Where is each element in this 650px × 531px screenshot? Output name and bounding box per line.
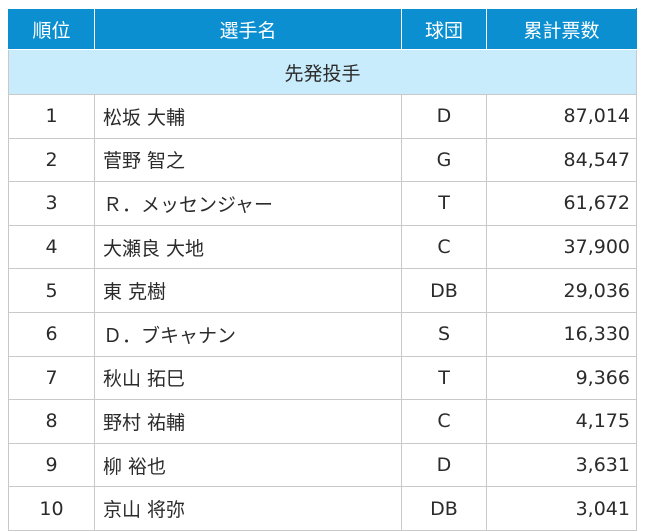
votes-cell: 84,547	[486, 137, 637, 183]
votes-cell: 3,041	[486, 486, 637, 531]
rank-cell: 3	[8, 181, 95, 226]
team-cell: C	[401, 224, 487, 270]
rank-cell: 9	[8, 442, 95, 488]
table-row: 8 野村 祐輔 C 4,175	[8, 399, 637, 444]
player-name-cell: 大瀬良 大地	[94, 224, 402, 270]
table-row: 9 柳 裕也 D 3,631	[8, 442, 637, 488]
section-row: 先発投手	[8, 49, 637, 95]
header-team: 球団	[401, 8, 487, 50]
votes-cell: 9,366	[486, 355, 637, 401]
player-name-cell: 松坂 大輔	[94, 94, 402, 139]
rank-cell: 4	[8, 224, 95, 270]
rank-cell: 8	[8, 399, 95, 444]
team-cell: DB	[401, 268, 487, 313]
votes-cell: 16,330	[486, 311, 637, 357]
header-row: 順位 選手名 球団 累計票数	[8, 8, 637, 50]
team-cell: DB	[401, 486, 487, 531]
rank-cell: 7	[8, 355, 95, 401]
team-cell: T	[401, 355, 487, 401]
player-name-cell: 菅野 智之	[94, 137, 402, 183]
votes-cell: 61,672	[486, 181, 637, 226]
rank-cell: 6	[8, 311, 95, 357]
rank-cell: 10	[8, 486, 95, 531]
vote-ranking-table: 順位 選手名 球団 累計票数 先発投手 1 松坂 大輔 D 87,014 2 菅…	[8, 8, 637, 531]
table-row: 10 京山 将弥 DB 3,041	[8, 486, 637, 531]
team-cell: G	[401, 137, 487, 183]
rank-cell: 5	[8, 268, 95, 313]
table-body: 先発投手 1 松坂 大輔 D 87,014 2 菅野 智之 G 84,547 3…	[8, 49, 637, 531]
table-row: 5 東 克樹 DB 29,036	[8, 268, 637, 313]
player-name-cell: 野村 祐輔	[94, 399, 402, 444]
votes-cell: 3,631	[486, 442, 637, 488]
table-row: 3 Ｒ．メッセンジャー T 61,672	[8, 181, 637, 226]
votes-cell: 87,014	[486, 94, 637, 139]
player-name-cell: Ｄ．ブキャナン	[94, 311, 402, 357]
table-row: 4 大瀬良 大地 C 37,900	[8, 224, 637, 270]
player-name-cell: 秋山 拓巳	[94, 355, 402, 401]
team-cell: S	[401, 311, 487, 357]
section-title: 先発投手	[8, 49, 637, 95]
votes-cell: 29,036	[486, 268, 637, 313]
table-header: 順位 選手名 球団 累計票数	[8, 8, 637, 50]
table-row: 2 菅野 智之 G 84,547	[8, 137, 637, 183]
team-cell: D	[401, 442, 487, 488]
votes-cell: 37,900	[486, 224, 637, 270]
table-row: 1 松坂 大輔 D 87,014	[8, 94, 637, 139]
table-row: 7 秋山 拓巳 T 9,366	[8, 355, 637, 401]
rank-cell: 2	[8, 137, 95, 183]
player-name-cell: 京山 将弥	[94, 486, 402, 531]
team-cell: D	[401, 94, 487, 139]
team-cell: T	[401, 181, 487, 226]
header-player-name: 選手名	[94, 8, 402, 50]
votes-cell: 4,175	[486, 399, 637, 444]
header-total-votes: 累計票数	[486, 8, 637, 50]
rank-cell: 1	[8, 94, 95, 139]
header-rank: 順位	[8, 8, 95, 50]
player-name-cell: 柳 裕也	[94, 442, 402, 488]
team-cell: C	[401, 399, 487, 444]
player-name-cell: Ｒ．メッセンジャー	[94, 181, 402, 226]
table-row: 6 Ｄ．ブキャナン S 16,330	[8, 311, 637, 357]
player-name-cell: 東 克樹	[94, 268, 402, 313]
